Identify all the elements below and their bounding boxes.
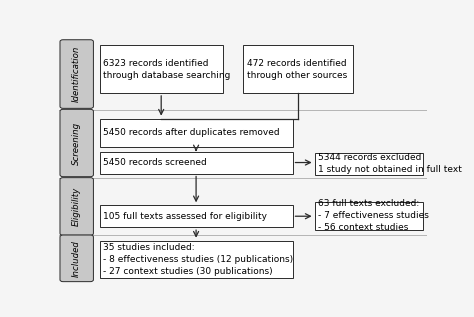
Text: Included: Included — [72, 240, 81, 277]
FancyBboxPatch shape — [60, 235, 93, 281]
Text: 5450 records after duplicates removed: 5450 records after duplicates removed — [103, 128, 280, 137]
FancyBboxPatch shape — [60, 40, 93, 108]
Text: 5450 records screened: 5450 records screened — [103, 158, 207, 167]
FancyBboxPatch shape — [100, 205, 292, 227]
Text: 6323 records identified
through database searching: 6323 records identified through database… — [103, 59, 231, 80]
FancyBboxPatch shape — [243, 45, 353, 93]
FancyBboxPatch shape — [315, 202, 423, 230]
Text: 63 full texts excluded:
- 7 effectiveness studies
- 56 context studies: 63 full texts excluded: - 7 effectivenes… — [318, 199, 429, 232]
FancyBboxPatch shape — [100, 119, 292, 147]
Text: 472 records identified
through other sources: 472 records identified through other sou… — [246, 59, 347, 80]
FancyBboxPatch shape — [100, 45, 223, 93]
Text: 35 studies included:
- 8 effectiveness studies (12 publications)
- 27 context st: 35 studies included: - 8 effectiveness s… — [103, 243, 293, 276]
Text: Screening: Screening — [72, 121, 81, 165]
FancyBboxPatch shape — [60, 178, 93, 235]
FancyBboxPatch shape — [60, 109, 93, 177]
Text: 105 full texts assessed for eligibility: 105 full texts assessed for eligibility — [103, 212, 267, 221]
FancyBboxPatch shape — [315, 153, 423, 175]
Text: Identification: Identification — [72, 46, 81, 102]
FancyBboxPatch shape — [100, 152, 292, 173]
Text: 5344 records excluded
1 study not obtained in full text: 5344 records excluded 1 study not obtain… — [318, 153, 462, 174]
FancyBboxPatch shape — [100, 241, 292, 278]
Text: Eligibility: Eligibility — [72, 187, 81, 226]
